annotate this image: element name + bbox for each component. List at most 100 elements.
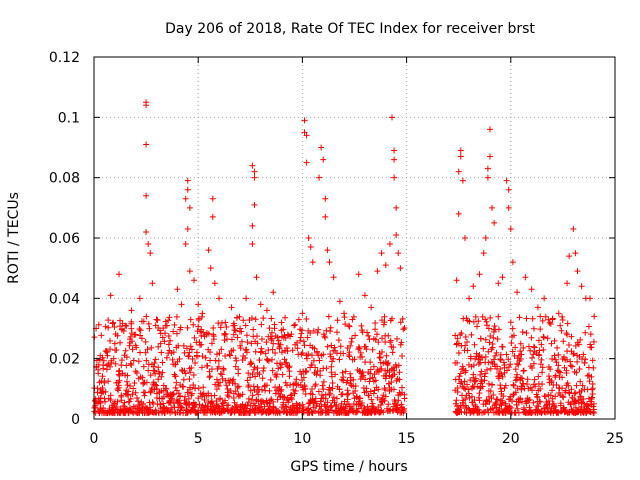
data-point [119,320,126,327]
data-point [523,329,530,336]
data-point [497,357,504,364]
data-point [123,391,130,398]
data-point [485,380,492,387]
data-point [302,391,309,398]
data-point [210,333,217,340]
data-point [188,390,195,397]
data-point [590,338,597,345]
data-point [162,322,169,329]
data-point [324,343,331,350]
data-point [530,360,537,367]
data-point [298,327,305,334]
data-point [317,398,324,405]
data-point [315,326,322,333]
data-point [296,405,303,412]
data-point [280,326,287,333]
y-tick-label: 0 [71,412,80,428]
data-point [522,274,529,281]
data-point [247,374,254,381]
data-point [292,321,299,328]
data-points [91,99,598,416]
data-point [308,362,315,369]
data-point [127,333,134,340]
data-point [336,298,343,305]
data-point [495,313,502,320]
data-point [260,365,267,372]
data-point [247,387,254,394]
data-point [499,344,506,351]
data-point [505,364,512,371]
data-point [198,341,205,348]
data-point [529,365,536,372]
data-point [325,409,332,416]
data-point [554,409,561,416]
data-point [99,354,106,361]
data-point [470,362,477,369]
data-point [313,371,320,378]
data-point [535,403,542,410]
data-point [516,314,523,321]
data-point [147,404,154,411]
data-point [280,399,287,406]
data-point [539,381,546,388]
data-point [132,389,139,396]
data-point [359,400,366,407]
data-point [357,395,364,402]
data-point [284,348,291,355]
data-point [489,340,496,347]
data-point [242,354,249,361]
data-point [568,333,575,340]
data-point [109,320,116,327]
data-point [457,380,464,387]
data-point [193,349,200,356]
data-point [482,370,489,377]
data-point [465,405,472,412]
data-point [126,398,133,405]
data-point [394,335,401,342]
data-point [298,351,305,358]
data-point [104,352,111,359]
data-point [216,295,223,302]
data-point [382,375,389,382]
data-point [147,250,154,257]
data-point [213,386,220,393]
data-point [291,322,298,329]
data-point [499,274,506,281]
data-point [294,408,301,415]
data-point [204,362,211,369]
data-point [343,391,350,398]
data-point [143,379,150,386]
chart-title: Day 206 of 2018, Rate Of TEC Index for r… [165,21,535,37]
data-point [464,347,471,354]
data-point [234,384,241,391]
data-point [310,357,317,364]
data-point [300,374,307,381]
data-point [350,401,357,408]
data-point [462,334,469,341]
data-point [465,390,472,397]
data-point [536,347,543,354]
data-point [271,325,278,332]
data-point [114,332,121,339]
data-point [361,292,368,299]
data-point [243,346,250,353]
data-point [200,384,207,391]
data-point [569,363,576,370]
data-point [123,354,130,361]
data-point [254,340,261,347]
data-point [112,360,119,367]
data-point [452,332,459,339]
data-point [123,405,130,412]
data-point [198,332,205,339]
data-point [312,395,319,402]
data-point [323,327,330,334]
data-point [482,235,489,241]
data-point [178,404,185,411]
data-point [188,364,195,371]
data-point [127,383,134,390]
data-point [218,319,225,326]
data-point [346,323,353,330]
data-point [401,324,408,331]
data-point [475,394,482,401]
data-point [196,401,203,408]
